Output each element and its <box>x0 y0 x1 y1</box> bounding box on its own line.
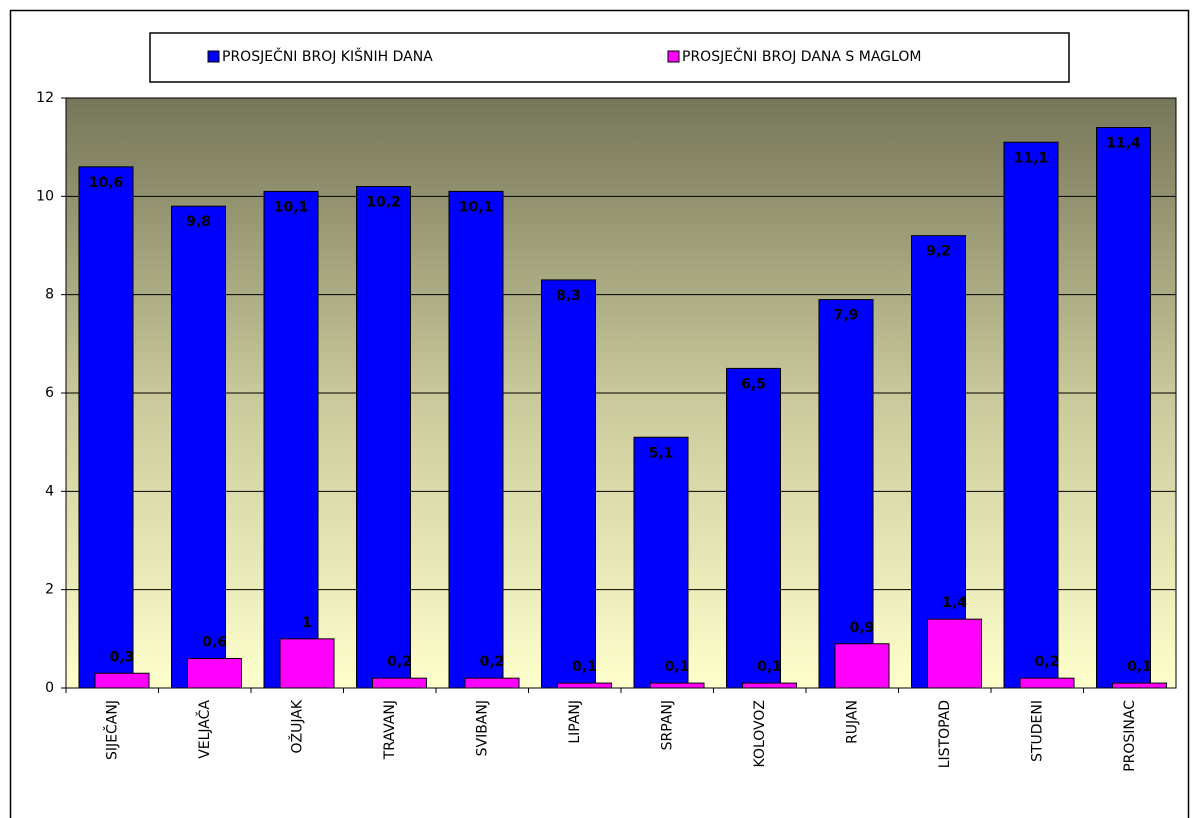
value-label: 7,9 <box>834 308 859 324</box>
y-tick-label: 0 <box>45 680 54 696</box>
y-tick-label: 10 <box>36 188 54 204</box>
value-label: 10,2 <box>366 195 401 211</box>
value-label: 6,5 <box>741 376 766 392</box>
value-label: 0,6 <box>202 635 227 651</box>
x-tick-label: SVIBANJ <box>474 700 490 756</box>
x-tick-label: RUJAN <box>844 700 860 744</box>
x-tick-label: TRAVANJ <box>382 700 398 760</box>
bar <box>263 190 319 689</box>
bar <box>464 677 520 689</box>
y-tick-label: 4 <box>45 483 54 499</box>
value-label: 9,8 <box>186 214 211 230</box>
x-tick-label: SRPANJ <box>659 700 675 750</box>
bar <box>541 279 596 689</box>
value-label: 0,2 <box>1035 654 1060 670</box>
value-label: 1 <box>302 615 312 631</box>
y-tick-label: 8 <box>45 287 54 303</box>
bar <box>742 682 797 689</box>
value-label: 0,1 <box>1127 659 1152 675</box>
bar <box>1112 682 1167 689</box>
value-label: 9,2 <box>926 244 951 260</box>
value-label: 10,1 <box>274 199 309 215</box>
x-tick-label: KOLOVOZ <box>752 700 768 767</box>
x-tick-label: SIJEČANJ <box>102 700 120 760</box>
x-tick-label: VELJAČA <box>195 700 213 759</box>
x-tick-label: LISTOPAD <box>937 700 953 768</box>
x-tick-label: PROSINAC <box>1122 700 1138 772</box>
bar <box>94 672 150 689</box>
y-tick-label: 12 <box>36 90 54 106</box>
legend <box>149 32 1070 83</box>
bar <box>1019 677 1075 689</box>
value-label: 1,4 <box>942 595 967 611</box>
bar <box>78 166 134 689</box>
value-label: 0,1 <box>665 659 690 675</box>
bar <box>557 682 612 689</box>
value-label: 8,3 <box>556 288 581 304</box>
legend-label: PROSJEČNI BROJ KIŠNIH DANA <box>222 47 433 65</box>
legend-swatch <box>207 50 220 63</box>
bar <box>834 643 890 689</box>
bar <box>818 299 874 689</box>
bar <box>279 638 335 689</box>
legend-swatch <box>667 50 680 63</box>
bar <box>356 186 411 689</box>
bar <box>1003 141 1059 689</box>
value-label: 0,3 <box>110 649 135 665</box>
value-label: 0,9 <box>850 620 875 636</box>
value-label: 0,2 <box>480 654 505 670</box>
legend-label: PROSJEČNI BROJ DANA S MAGLOM <box>682 47 921 65</box>
value-label: 11,4 <box>1106 136 1141 152</box>
bar <box>171 205 226 689</box>
value-label: 0,1 <box>757 659 782 675</box>
x-tick-label: STUDENI <box>1029 700 1045 762</box>
value-label: 11,1 <box>1014 150 1049 166</box>
value-label: 10,6 <box>89 175 124 191</box>
y-tick-label: 2 <box>45 582 54 598</box>
bar <box>448 190 504 689</box>
x-tick-label: LIPANJ <box>567 700 583 744</box>
bar <box>649 682 705 689</box>
bar <box>372 677 427 689</box>
x-tick-label: OŽUJAK <box>287 699 305 753</box>
value-label: 0,1 <box>572 659 597 675</box>
bar <box>726 367 781 689</box>
bar <box>633 436 689 689</box>
value-label: 0,2 <box>387 654 412 670</box>
value-label: 5,1 <box>649 445 674 461</box>
bar <box>911 235 966 689</box>
bar <box>927 618 982 689</box>
y-tick-label: 6 <box>45 385 54 401</box>
bar <box>1096 127 1151 689</box>
value-label: 10,1 <box>459 199 494 215</box>
bar <box>187 658 242 689</box>
